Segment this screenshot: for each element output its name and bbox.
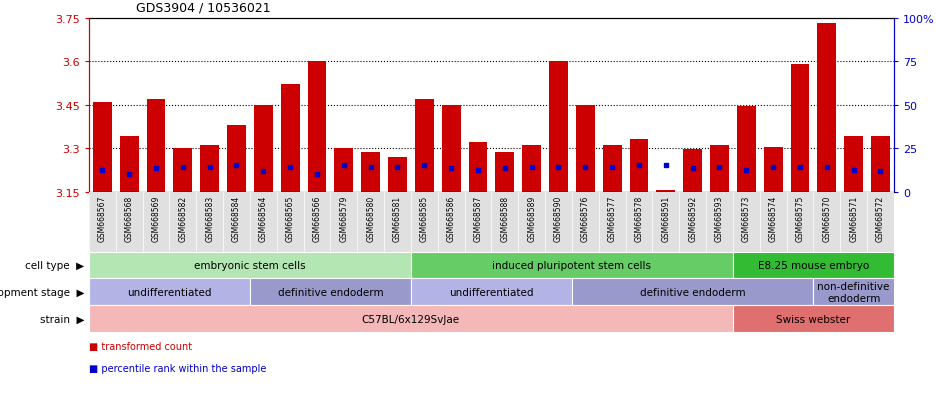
Bar <box>469 143 488 192</box>
Bar <box>147 100 166 192</box>
Text: GSM668586: GSM668586 <box>446 195 456 241</box>
Text: development stage  ▶: development stage ▶ <box>0 287 84 297</box>
Text: GSM668587: GSM668587 <box>474 195 482 241</box>
Text: strain  ▶: strain ▶ <box>39 314 84 324</box>
Text: GSM668591: GSM668591 <box>662 195 670 241</box>
Text: GSM668576: GSM668576 <box>581 195 590 241</box>
Bar <box>495 153 514 192</box>
Bar <box>281 85 300 192</box>
Text: GSM668593: GSM668593 <box>715 195 724 241</box>
Text: E8.25 mouse embryo: E8.25 mouse embryo <box>758 260 869 271</box>
Bar <box>630 140 649 192</box>
Text: GSM668573: GSM668573 <box>742 195 751 241</box>
Bar <box>871 137 890 192</box>
Text: GSM668579: GSM668579 <box>340 195 348 241</box>
Text: GSM668578: GSM668578 <box>635 195 643 241</box>
Bar <box>844 137 863 192</box>
Text: GSM668584: GSM668584 <box>232 195 241 241</box>
Text: GSM668574: GSM668574 <box>768 195 778 241</box>
Bar <box>576 105 594 192</box>
Text: embryonic stem cells: embryonic stem cells <box>194 260 306 271</box>
Bar <box>388 157 407 192</box>
Text: GSM668588: GSM668588 <box>501 195 509 241</box>
Text: GSM668577: GSM668577 <box>607 195 617 241</box>
Bar <box>120 137 139 192</box>
Text: cell type  ▶: cell type ▶ <box>25 260 84 271</box>
Bar <box>334 149 353 192</box>
Bar <box>764 147 782 192</box>
Text: GSM668571: GSM668571 <box>849 195 858 241</box>
Text: GSM668592: GSM668592 <box>688 195 697 241</box>
Bar <box>93 102 111 192</box>
Text: Swiss webster: Swiss webster <box>776 314 851 324</box>
Bar <box>683 150 702 192</box>
Bar <box>415 100 433 192</box>
Text: ■ percentile rank within the sample: ■ percentile rank within the sample <box>89 363 267 373</box>
Bar <box>656 191 675 192</box>
Bar <box>522 146 541 192</box>
Text: GSM668580: GSM668580 <box>366 195 375 241</box>
Bar <box>200 146 219 192</box>
Text: ■ transformed count: ■ transformed count <box>89 341 192 351</box>
Bar <box>361 153 380 192</box>
Text: undifferentiated: undifferentiated <box>127 287 212 297</box>
Text: GSM668569: GSM668569 <box>152 195 160 241</box>
Bar <box>173 149 192 192</box>
Text: GSM668568: GSM668568 <box>124 195 134 241</box>
Text: GSM668589: GSM668589 <box>527 195 536 241</box>
Bar <box>227 126 246 192</box>
Bar <box>603 146 622 192</box>
Bar <box>549 62 568 192</box>
Text: definitive endoderm: definitive endoderm <box>278 287 383 297</box>
Text: GSM668585: GSM668585 <box>420 195 429 241</box>
Text: C57BL/6x129SvJae: C57BL/6x129SvJae <box>362 314 460 324</box>
Text: GDS3904 / 10536021: GDS3904 / 10536021 <box>136 2 271 14</box>
Text: undifferentiated: undifferentiated <box>449 287 534 297</box>
Text: GSM668582: GSM668582 <box>179 195 187 241</box>
Text: GSM668567: GSM668567 <box>98 195 107 241</box>
Text: GSM668581: GSM668581 <box>393 195 402 241</box>
Text: GSM668566: GSM668566 <box>313 195 321 241</box>
Text: GSM668583: GSM668583 <box>205 195 214 241</box>
Bar <box>817 24 836 192</box>
Bar <box>710 146 729 192</box>
Text: GSM668565: GSM668565 <box>285 195 295 241</box>
Bar <box>442 105 461 192</box>
Text: GSM668575: GSM668575 <box>796 195 804 241</box>
Bar <box>737 107 755 192</box>
Bar <box>308 62 327 192</box>
Text: GSM668572: GSM668572 <box>876 195 885 241</box>
Text: GSM668590: GSM668590 <box>554 195 563 241</box>
Text: definitive endoderm: definitive endoderm <box>640 287 745 297</box>
Text: non-definitive
endoderm: non-definitive endoderm <box>817 281 890 303</box>
Text: induced pluripotent stem cells: induced pluripotent stem cells <box>492 260 651 271</box>
Bar <box>791 65 810 192</box>
Bar <box>89 192 894 252</box>
Text: GSM668570: GSM668570 <box>823 195 831 241</box>
Bar <box>254 105 272 192</box>
Text: GSM668564: GSM668564 <box>259 195 268 241</box>
